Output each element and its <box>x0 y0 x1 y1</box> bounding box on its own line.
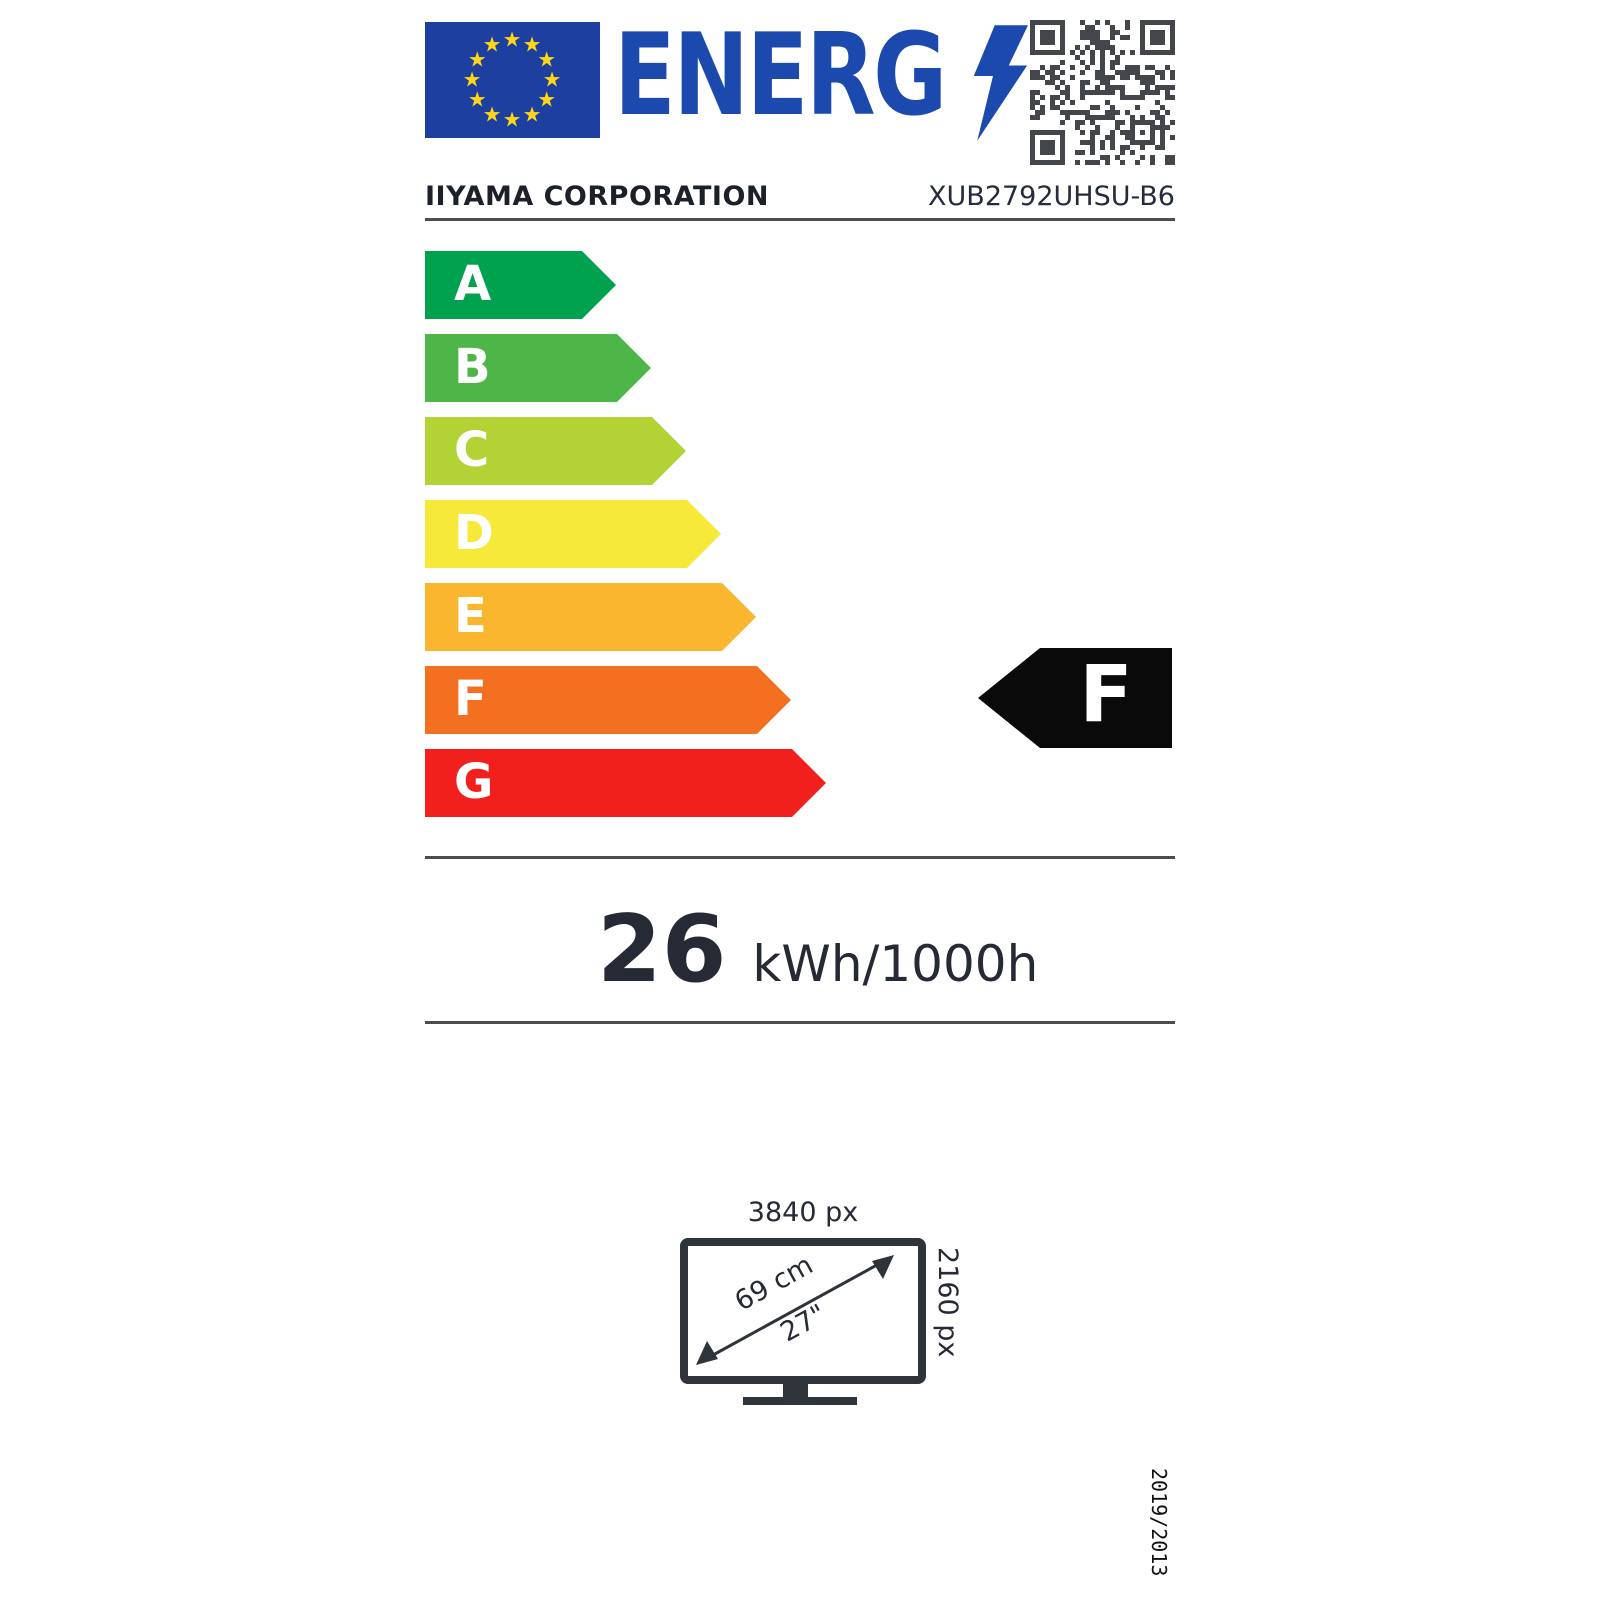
regulation-number: 2019/2013 <box>1147 1468 1171 1577</box>
horizontal-resolution: 3840 px <box>747 1197 859 1228</box>
monitor-stand-neck <box>783 1384 808 1399</box>
flag-star-icon: ★ <box>482 102 502 127</box>
vertical-resolution: 2160 px <box>932 1247 963 1358</box>
rating-letter: F <box>1079 650 1133 741</box>
divider <box>425 856 1175 859</box>
class-bar-b: B <box>425 334 651 402</box>
consumption-unit: kWh/1000h <box>752 935 1039 993</box>
flag-star-icon: ★ <box>482 32 502 57</box>
class-letter: A <box>454 256 492 313</box>
flag-star-icon: ★ <box>522 32 542 57</box>
energ-logo-text: ENERG <box>614 9 947 141</box>
model-number: XUB2792UHSU-B6 <box>928 181 1175 212</box>
flag-star-icon: ★ <box>467 47 487 72</box>
class-letter: E <box>454 588 487 645</box>
flag-star-icon: ★ <box>502 107 522 132</box>
class-bar-f: F <box>425 666 791 734</box>
divider <box>425 218 1175 221</box>
class-letter: D <box>454 505 494 562</box>
class-letter: C <box>454 422 490 479</box>
rating-arrow: F <box>978 648 1172 748</box>
label-header: ★ ★ ★ ★ ★ ★ ★ ★ ★ ★ ★ ★ ENERG <box>425 16 1175 165</box>
diagonal-arrow-icon <box>696 1255 894 1365</box>
consumption-value: 26 <box>597 895 727 1003</box>
energ-logo: ENERG <box>614 16 1030 144</box>
monitor-stand-base <box>743 1397 857 1405</box>
class-bar-c: C <box>425 417 686 485</box>
flag-star-icon: ★ <box>542 67 562 92</box>
class-bar-d: D <box>425 500 721 568</box>
flag-star-icon: ★ <box>537 47 557 72</box>
class-letter: F <box>454 671 487 728</box>
supplier-row: IIYAMA CORPORATION XUB2792UHSU-B6 <box>425 181 1175 212</box>
eu-flag: ★ ★ ★ ★ ★ ★ ★ ★ ★ ★ ★ ★ <box>425 22 600 138</box>
class-letter: G <box>454 754 494 811</box>
energy-label: ★ ★ ★ ★ ★ ★ ★ ★ ★ ★ ★ ★ ENERG IIYAMA CORPORATION XU… <box>425 0 1175 1600</box>
flag-star-icon: ★ <box>467 87 487 112</box>
monitor-icon: 69 cm 27" <box>680 1238 926 1384</box>
flag-star-icon: ★ <box>502 27 522 52</box>
class-bar-g: G <box>425 749 826 817</box>
divider <box>425 1021 1175 1024</box>
class-bar-a: A <box>425 251 616 319</box>
supplier-name: IIYAMA CORPORATION <box>425 181 770 212</box>
class-bar-e: E <box>425 583 756 651</box>
class-letter: B <box>454 339 491 396</box>
flag-star-icon: ★ <box>522 102 542 127</box>
flag-star-icon: ★ <box>537 87 557 112</box>
flag-star-icon: ★ <box>462 67 482 92</box>
energy-consumption: 26 kWh/1000h <box>425 859 1175 1021</box>
lightning-bolt-icon <box>973 25 1028 141</box>
screen-spec-diagram: 3840 px 69 cm 27" 2160 px <box>425 1191 1175 1413</box>
qr-code <box>1030 20 1175 165</box>
